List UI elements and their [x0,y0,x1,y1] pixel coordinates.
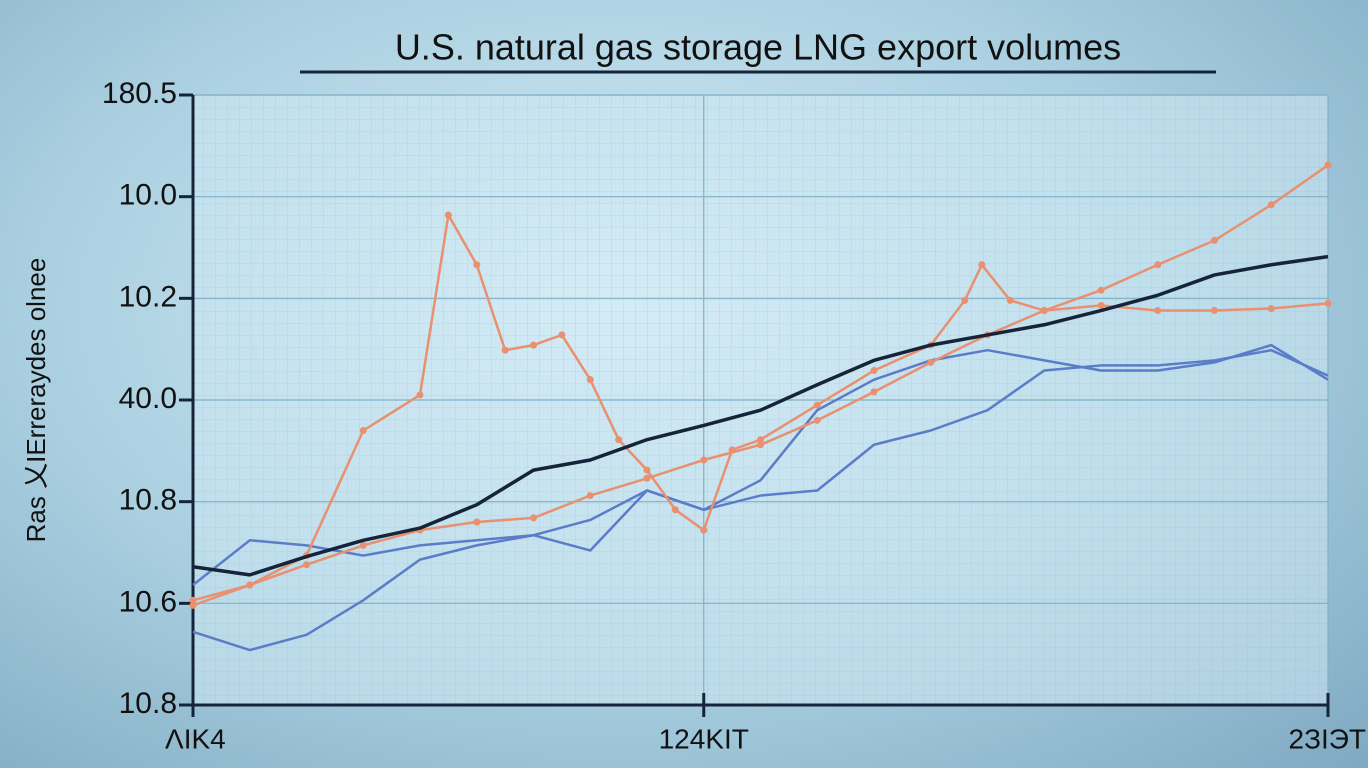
series-marker [671,506,679,514]
x-tick-label: 124KIT [659,723,749,754]
series-marker [359,427,367,434]
series-marker [1040,307,1048,315]
series-marker [444,211,452,219]
series-marker [501,346,509,354]
series-marker [473,518,481,526]
series-line [192,343,1329,587]
series-marker [586,376,594,384]
series-marker [359,541,367,549]
y-axis-label: Ras 乂IErreraydes olnee [21,258,51,543]
series-marker [189,596,197,604]
y-tick-label: 180.5 [102,77,177,110]
series-marker [870,367,878,375]
series-marker [643,474,651,482]
series-marker [189,601,197,609]
series-marker [586,492,594,500]
series-marker [1211,236,1218,244]
series-marker [757,441,764,449]
series-marker [700,526,708,534]
series-marker [1324,299,1332,307]
series-marker [1097,286,1105,294]
series-marker [1006,296,1014,304]
x-tick-label: 2ЗIЭT [1289,723,1367,754]
series-marker [473,261,481,269]
series-marker [1324,161,1332,169]
series-marker [757,436,764,444]
series-marker [643,466,651,474]
series-line [192,348,1329,652]
y-tick-label: 10.6 [119,585,177,618]
series-marker [961,296,969,304]
series-marker [813,416,821,424]
series-marker [558,331,566,339]
series-marker [303,561,310,569]
series-marker [700,456,708,464]
series-marker [416,391,424,399]
series-line [192,254,1329,577]
y-tick-label: 10.2 [119,280,177,313]
y-tick-label: 10.8 [119,687,177,720]
y-tick-label: 10.0 [119,179,177,212]
series-marker [615,436,623,444]
series-marker [1267,201,1275,209]
x-tick-label: ɅIK4 [165,723,226,754]
series-marker [1097,301,1105,309]
series-marker [927,358,935,366]
series-marker [1154,261,1162,269]
series-marker [813,401,821,409]
series-marker [870,388,878,396]
series-marker [530,514,537,522]
series-marker [978,261,986,269]
series-marker [1267,305,1275,312]
series-marker [530,341,537,349]
chart-title: U.S. natural gas storage LNG export volu… [395,27,1121,68]
y-tick-label: 10.8 [119,484,177,517]
series-marker [246,581,254,589]
series-marker [1211,307,1218,315]
y-tick-label: 40.0 [119,382,177,415]
series-marker [1154,307,1162,315]
